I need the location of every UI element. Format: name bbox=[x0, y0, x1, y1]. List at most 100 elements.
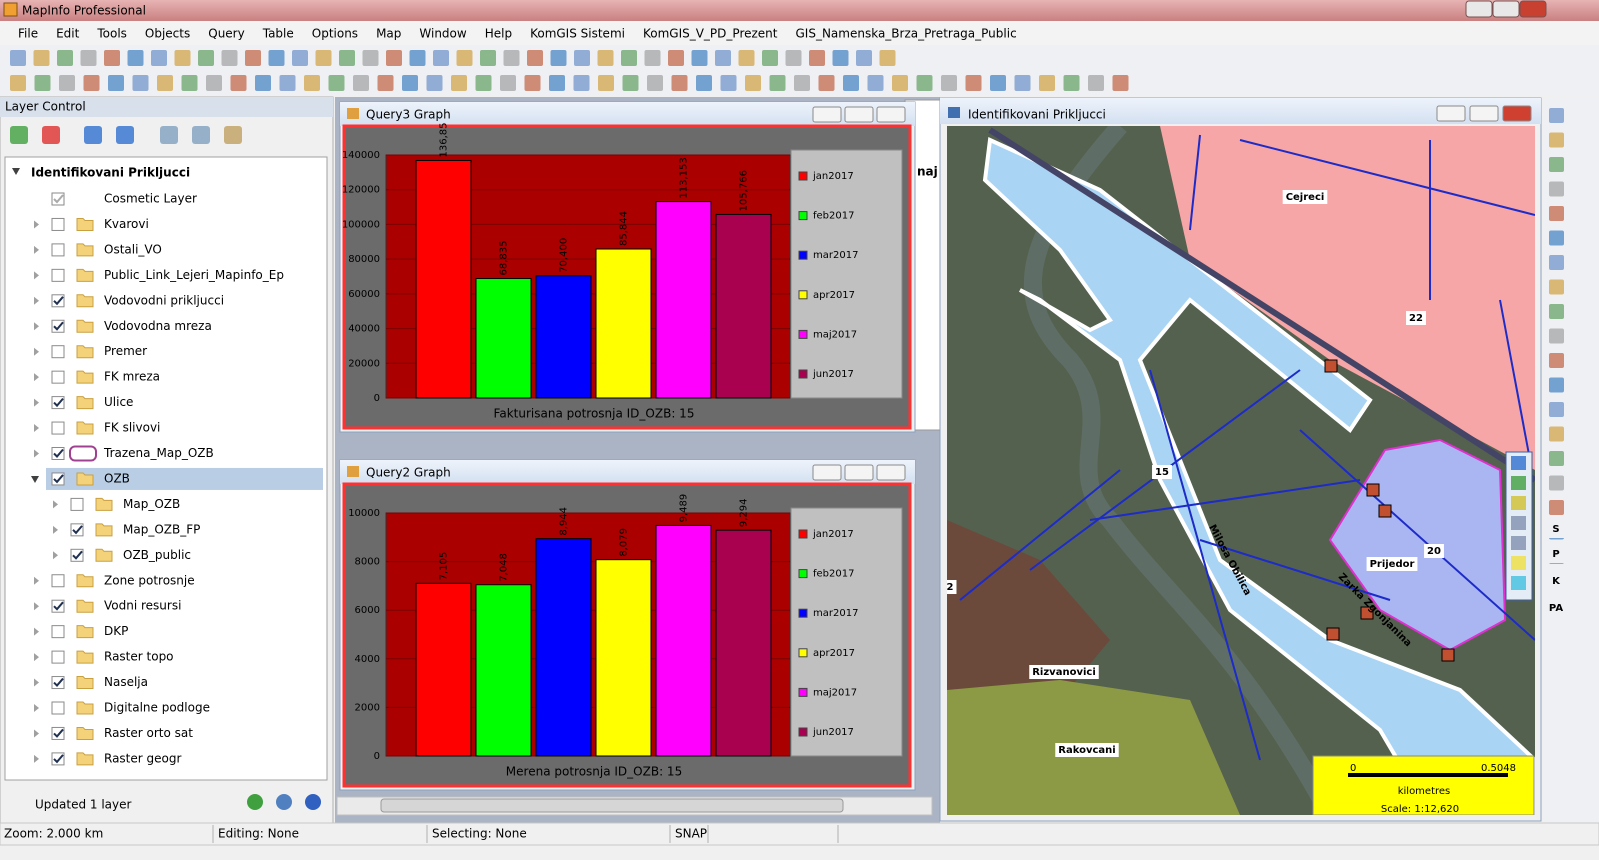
layer-tool[interactable] bbox=[10, 126, 28, 144]
hscroll-thumb[interactable] bbox=[380, 798, 844, 813]
layer-name[interactable]: Naselja bbox=[104, 675, 148, 689]
status-icon[interactable] bbox=[305, 794, 321, 810]
layer-tool[interactable] bbox=[160, 126, 178, 144]
tool-icon[interactable] bbox=[1549, 426, 1564, 442]
legend-tool[interactable] bbox=[1511, 476, 1526, 490]
toolbar-icon[interactable] bbox=[304, 75, 320, 91]
tool-icon[interactable] bbox=[1549, 181, 1564, 197]
layer-name[interactable]: Ostali_VO bbox=[104, 242, 162, 256]
window-button[interactable] bbox=[812, 464, 842, 481]
tool-icon[interactable] bbox=[1549, 279, 1564, 295]
toolbar-icon[interactable] bbox=[127, 50, 144, 66]
expander[interactable] bbox=[34, 347, 39, 356]
menu-item[interactable]: Options bbox=[312, 27, 358, 41]
toolbar-icon[interactable] bbox=[644, 50, 661, 66]
toolbar-icon[interactable] bbox=[34, 75, 51, 91]
toolbar-icon[interactable] bbox=[206, 75, 222, 91]
window-button[interactable] bbox=[812, 106, 842, 123]
menu-item[interactable]: Objects bbox=[145, 27, 190, 41]
tool-letter[interactable]: PA bbox=[1549, 603, 1563, 614]
checkbox[interactable] bbox=[51, 625, 65, 639]
window-button[interactable] bbox=[1465, 0, 1493, 18]
expander[interactable] bbox=[34, 653, 39, 662]
toolbar-icon[interactable] bbox=[549, 75, 565, 91]
toolbar-icon[interactable] bbox=[451, 75, 467, 91]
toolbar-icon[interactable] bbox=[527, 50, 543, 66]
toolbar-icon[interactable] bbox=[647, 75, 663, 91]
toolbar-icon[interactable] bbox=[151, 50, 167, 66]
toolbar-icon[interactable] bbox=[198, 50, 214, 66]
layer-name[interactable]: Map_OZB bbox=[123, 497, 180, 511]
expander[interactable] bbox=[34, 398, 39, 407]
toolbar-icon[interactable] bbox=[574, 50, 590, 66]
toolbar-icon[interactable] bbox=[671, 75, 688, 91]
toolbar-icon[interactable] bbox=[524, 75, 541, 91]
expander[interactable] bbox=[34, 424, 39, 433]
expander[interactable] bbox=[34, 322, 39, 331]
expander[interactable] bbox=[34, 704, 39, 712]
toolbar-icon[interactable] bbox=[174, 50, 191, 66]
layer-name[interactable]: Zone potrosnje bbox=[104, 573, 195, 587]
layer-name[interactable]: FK mreza bbox=[104, 370, 160, 384]
layer-name[interactable]: OZB_public bbox=[123, 548, 191, 562]
toolbar-icon[interactable] bbox=[598, 75, 614, 91]
menu-item[interactable]: Map bbox=[376, 27, 401, 41]
expander[interactable] bbox=[34, 220, 39, 229]
layer-tool[interactable] bbox=[224, 126, 242, 144]
legend-tool[interactable] bbox=[1511, 456, 1526, 470]
layer-name[interactable]: Raster orto sat bbox=[104, 726, 193, 740]
checkbox[interactable] bbox=[51, 268, 65, 282]
toolbar-icon[interactable] bbox=[255, 75, 271, 91]
tool-icon[interactable] bbox=[1549, 451, 1564, 466]
toolbar-icon[interactable] bbox=[738, 50, 755, 66]
expander[interactable] bbox=[31, 475, 39, 483]
toolbar-icon[interactable] bbox=[268, 50, 285, 66]
toolbar-icon[interactable] bbox=[1014, 75, 1031, 91]
toolbar-icon[interactable] bbox=[10, 50, 26, 66]
layer-name[interactable]: Vodni resursi bbox=[104, 599, 181, 613]
toolbar-icon[interactable] bbox=[916, 75, 933, 91]
tool-icon[interactable] bbox=[1549, 377, 1564, 393]
window-button[interactable] bbox=[1436, 105, 1466, 122]
toolbar-icon[interactable] bbox=[785, 50, 802, 66]
menu-item[interactable]: Table bbox=[262, 27, 294, 41]
menu-item[interactable]: GIS_Namenska_Brza_Pretraga_Public bbox=[795, 27, 1016, 41]
layer-name[interactable]: Kvarovi bbox=[104, 217, 149, 231]
toolbar-icon[interactable] bbox=[433, 50, 449, 66]
toolbar-icon[interactable] bbox=[503, 50, 520, 66]
toolbar-icon[interactable] bbox=[386, 50, 402, 66]
toolbar-icon[interactable] bbox=[745, 75, 761, 91]
toolbar-icon[interactable] bbox=[108, 75, 124, 91]
expander[interactable] bbox=[34, 245, 39, 254]
tool-letter[interactable]: K bbox=[1552, 576, 1561, 587]
tool-icon[interactable] bbox=[1549, 402, 1564, 417]
toolbar-icon[interactable] bbox=[965, 75, 982, 91]
toolbar-icon[interactable] bbox=[409, 50, 426, 66]
toolbar-icon[interactable] bbox=[59, 75, 75, 91]
legend-tool[interactable] bbox=[1511, 516, 1526, 530]
menu-item[interactable]: File bbox=[18, 27, 38, 41]
tool-icon[interactable] bbox=[1549, 500, 1564, 515]
expander[interactable] bbox=[34, 627, 39, 636]
menu-item[interactable]: KomGIS Sistemi bbox=[530, 27, 625, 41]
toolbar-icon[interactable] bbox=[104, 50, 120, 66]
toolbar-icon[interactable] bbox=[720, 75, 737, 91]
legend-tool[interactable] bbox=[1511, 496, 1526, 510]
toolbar-icon[interactable] bbox=[377, 75, 394, 91]
checkbox[interactable] bbox=[51, 243, 65, 257]
tool-icon[interactable] bbox=[1549, 475, 1564, 491]
toolbar-icon[interactable] bbox=[550, 50, 567, 66]
toolbar-icon[interactable] bbox=[696, 75, 712, 91]
toolbar-icon[interactable] bbox=[715, 50, 731, 66]
layer-name[interactable]: Raster geogr bbox=[104, 751, 181, 765]
layer-name[interactable]: OZB bbox=[104, 471, 130, 485]
connection-point[interactable] bbox=[1378, 504, 1392, 518]
layer-name[interactable]: Cosmetic Layer bbox=[104, 192, 197, 206]
toolbar-icon[interactable] bbox=[867, 75, 884, 91]
toolbar-icon[interactable] bbox=[622, 75, 639, 91]
layer-tool[interactable] bbox=[192, 126, 210, 144]
toolbar-icon[interactable] bbox=[362, 50, 379, 66]
checkbox[interactable] bbox=[51, 650, 65, 664]
tool-letter[interactable]: P bbox=[1552, 549, 1559, 560]
toolbar-icon[interactable] bbox=[10, 75, 26, 91]
